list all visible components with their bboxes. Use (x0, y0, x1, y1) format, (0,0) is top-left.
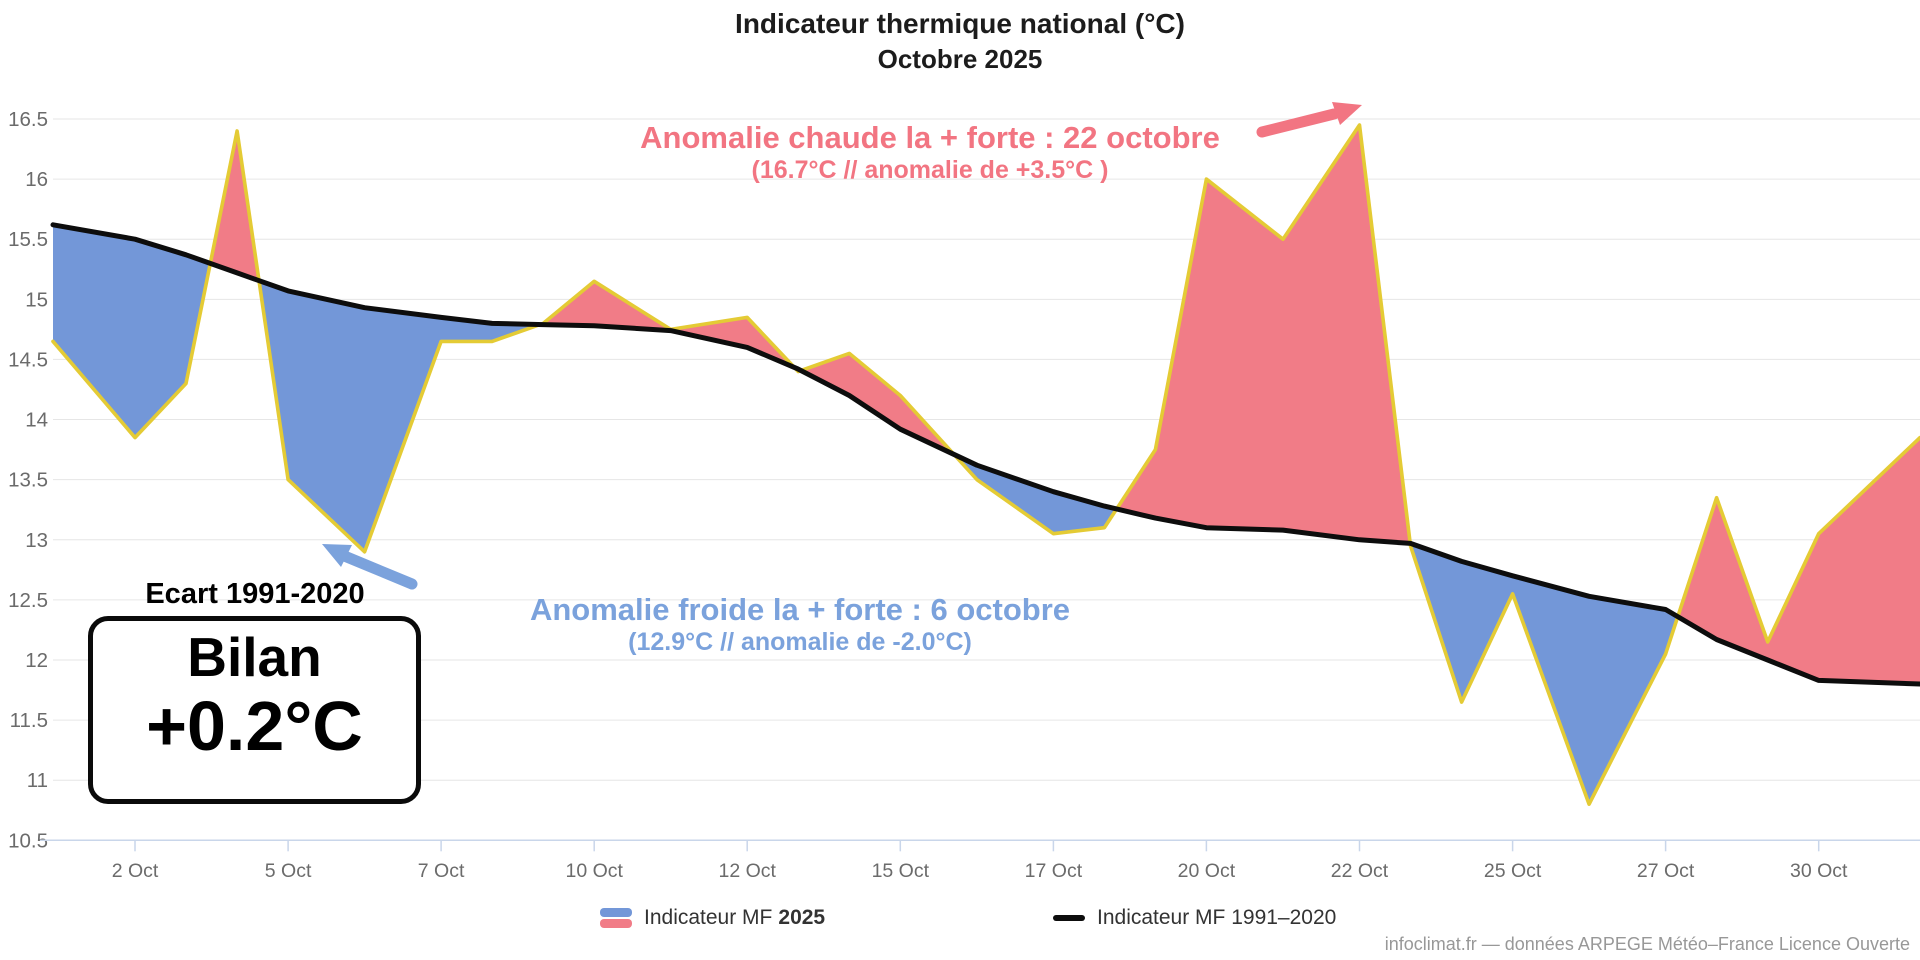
cold-anomaly-fill (1410, 543, 1678, 805)
y-axis-label: 11.5 (10, 709, 48, 732)
warm-anomaly-fill (1116, 125, 1411, 544)
y-axis-label: 15 (25, 288, 48, 311)
series-normals-line (50, 222, 1920, 687)
cold-anomaly-fill (53, 224, 211, 438)
x-tick-label: 15 Oct (872, 860, 930, 882)
legend-label-normals: Indicateur MF 1991–2020 (1097, 906, 1337, 929)
legend-label-2025-year: 2025 (778, 906, 826, 929)
legend-label-2025: Indicateur MF (644, 906, 773, 929)
chart-title: Indicateur thermique national (°C) (735, 8, 1185, 39)
x-tick-label: 5 Oct (265, 860, 312, 882)
x-tick-label: 22 Oct (1331, 860, 1389, 882)
cold-anomaly-fill (953, 454, 1117, 534)
series-2025-line (51, 123, 1920, 807)
y-axis-label: 15.5 (8, 228, 48, 251)
warm-anomaly-fill (1677, 437, 1920, 684)
x-tick-label: 30 Oct (1790, 860, 1848, 882)
y-axis-label: 12.5 (8, 589, 48, 612)
legend-dash-icon (1053, 915, 1085, 921)
y-axis-label: 13 (25, 529, 48, 552)
cold-anomaly-line2: (12.9°C // anomalie de -2.0°C) (628, 627, 972, 656)
legend-item-2025[interactable]: Indicateur MF 2025 (600, 898, 825, 938)
legend-swatch-2025-icon (600, 908, 632, 928)
x-tick-label: 2 Oct (112, 860, 159, 882)
x-tick-label: 27 Oct (1637, 860, 1695, 882)
cold-anomaly-arrow-icon (322, 544, 418, 590)
y-axis-label: 13.5 (8, 469, 48, 492)
warm-anomaly-annotation: Anomalie chaude la + forte : 22 octobre … (330, 120, 1530, 184)
warm-anomaly-line2: (16.7°C // anomalie de +3.5°C ) (751, 155, 1109, 184)
y-axis-label: 12 (25, 649, 48, 672)
ecart-label: Ecart 1991-2020 (145, 578, 365, 610)
y-axis-label: 16 (25, 168, 48, 191)
bilan-title: Bilan (187, 626, 322, 688)
y-axis-label: 16.5 (8, 108, 48, 131)
warm-anomaly-fill (801, 353, 954, 455)
x-tick-label: 12 Oct (718, 860, 776, 882)
y-axis-label: 10.5 (8, 829, 48, 852)
chart-subtitle: Octobre 2025 (877, 44, 1043, 74)
x-tick-label: 10 Oct (565, 860, 623, 882)
legend-item-normals[interactable]: Indicateur MF 1991–2020 (1053, 898, 1336, 938)
cold-anomaly-annotation: Anomalie froide la + forte : 6 octobre (… (200, 592, 1400, 656)
warm-anomaly-arrow-icon (1256, 102, 1362, 138)
x-tick-label: 25 Oct (1484, 860, 1542, 882)
data-source-credit: infoclimat.fr — données ARPEGE Météo–Fra… (1384, 934, 1910, 954)
x-tick-label: 17 Oct (1025, 860, 1083, 882)
cold-anomaly-line1: Anomalie froide la + forte : 6 octobre (529, 592, 1071, 627)
x-tick-label: 7 Oct (418, 860, 465, 882)
warm-anomaly-line1: Anomalie chaude la + forte : 22 octobre (640, 120, 1220, 155)
y-axis-label: 14 (25, 409, 48, 432)
warm-anomaly-fill (210, 131, 259, 281)
y-axis-label: 11 (27, 769, 48, 792)
y-axis-label: 14.5 (8, 348, 48, 371)
bilan-box: Bilan +0.2°C (88, 616, 421, 804)
x-tick-label: 20 Oct (1178, 860, 1236, 882)
warm-anomaly-fill (540, 281, 795, 368)
bilan-value: +0.2°C (146, 686, 363, 765)
cold-anomaly-fill (259, 280, 540, 552)
